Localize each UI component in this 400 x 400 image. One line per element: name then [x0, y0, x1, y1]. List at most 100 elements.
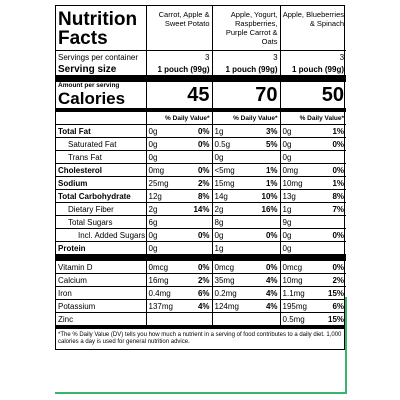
nutrient-dv: 0% — [184, 137, 212, 151]
nutrient-dv: 0% — [184, 254, 212, 274]
label-row: Serving size 1 pouch (99g) 1 pouch (99g) 1 … — [56, 63, 347, 79]
label-row: Sodium 25mg 2% 15mg 1% 10mg 1% — [56, 176, 347, 190]
nutrient-dv: 6% — [184, 286, 212, 300]
label-row: Protein 0g 1g 0g — [56, 241, 347, 258]
nutrient-dv: 0% — [318, 254, 347, 274]
nutrient-dv: 8% — [184, 189, 212, 203]
nutrient-dv: 16% — [252, 202, 281, 216]
nutrient-dv: 2% — [184, 176, 212, 190]
nutrient-amount: 137mg — [145, 299, 184, 313]
nutrient-amount: 2g — [211, 202, 252, 216]
spacer — [56, 108, 146, 125]
nutrient-dv — [318, 241, 347, 258]
nutrient-amount: 0g — [279, 228, 319, 242]
nutrient-label: Incl. Added Sugars — [56, 228, 146, 242]
nutrient-dv: 0% — [184, 228, 212, 242]
nutrient-dv — [252, 312, 281, 327]
nutrient-amount: 0g — [145, 150, 184, 164]
label-row: Zinc 0.5mg 15% — [56, 312, 347, 327]
nutrient-dv — [184, 150, 212, 164]
nutrient-amount: 1g — [279, 202, 319, 216]
nutrient-amount: 8g — [211, 215, 252, 229]
calories-title: Calories — [58, 89, 126, 108]
nutrient-amount: 1g — [211, 124, 252, 138]
nutrient-amount: 14g — [211, 189, 252, 203]
nutrient-amount: 0g — [279, 124, 319, 138]
nutrient-dv: 0% — [252, 254, 281, 274]
nutrient-amount: 10mg — [279, 273, 319, 287]
nutrient-label: Potassium — [56, 299, 146, 313]
nutrient-amount: 1g — [211, 241, 252, 258]
nutrient-amount — [145, 312, 184, 327]
nutrient-dv: 2% — [318, 273, 347, 287]
nutrient-dv: 0% — [184, 163, 212, 177]
nutrient-amount: 2g — [145, 202, 184, 216]
nutrient-dv — [252, 150, 281, 164]
label-row: Total Sugars 6g 8g 9g — [56, 215, 347, 229]
nutrient-amount: 0.4mg — [145, 286, 184, 300]
nutrient-label: Protein — [56, 241, 146, 258]
nutrient-amount: 0g — [279, 150, 319, 164]
nutrient-dv: 0% — [318, 163, 347, 177]
dv-header: % Daily Value* — [211, 108, 281, 125]
nutrient-amount: 1.1mg — [279, 286, 319, 300]
label-row: Calcium 16mg 2% 35mg 4% 10mg 2% — [56, 273, 347, 287]
nutrient-dv: 4% — [252, 273, 281, 287]
product-name: Apple, Blueberries & Spinach — [279, 6, 347, 51]
nutrient-label: Vitamin D — [56, 254, 146, 274]
label-row: Cholesterol 0mg 0% <5mg 1% 0mg 0% — [56, 163, 347, 177]
serving-size-value: 1 pouch (99g) — [279, 63, 347, 79]
row-label: Servings per container — [56, 50, 146, 63]
nutrient-amount: 0mcg — [211, 254, 252, 274]
nutrient-amount: 0mcg — [145, 254, 184, 274]
label-row: Amount per serving Calories 45 70 50 — [56, 75, 347, 110]
dv-header: % Daily Value* — [279, 108, 347, 125]
nutrient-label: Saturated Fat — [56, 137, 146, 151]
frame-edge — [345, 297, 347, 393]
nutrient-dv — [184, 312, 212, 327]
label-row: Total Carbohydrate 12g 8% 14g 10% 13g 8% — [56, 189, 347, 203]
serving-size-value: 1 pouch (99g) — [211, 63, 281, 79]
nutrient-dv: 4% — [184, 299, 212, 313]
servings-value: 3 — [279, 50, 347, 63]
row-label: Serving size — [58, 63, 117, 75]
nutrient-amount: 12g — [145, 189, 184, 203]
nutrient-dv: 0% — [318, 228, 347, 242]
nutrient-label: Total Fat — [56, 124, 146, 138]
nutrient-amount: 0g — [145, 241, 184, 258]
nutrient-amount: 0mg — [145, 163, 184, 177]
label-title: Nutrition Facts — [58, 9, 138, 49]
nutrient-amount: 13g — [279, 189, 319, 203]
label-row: Trans Fat 0g 0g 0g — [56, 150, 347, 164]
product-name: Carrot, Apple & Sweet Potato — [145, 6, 212, 51]
nutrient-dv: 0% — [318, 137, 347, 151]
nutrient-dv: 6% — [318, 299, 347, 313]
nutrient-label: Calcium — [56, 273, 146, 287]
nutrient-label: Total Sugars — [56, 215, 146, 229]
label-row: Servings per container 3 3 3 — [56, 50, 347, 63]
nutrient-label: Sodium — [56, 176, 146, 190]
footnote: *The % Daily Value (DV) tells you how mu… — [56, 325, 347, 349]
nutrient-amount: 10mg — [279, 176, 319, 190]
nutrient-amount: 0g — [211, 150, 252, 164]
nutrient-dv: 10% — [252, 189, 281, 203]
dv-header: % Daily Value* — [145, 108, 212, 125]
nutrient-dv: 14% — [184, 202, 212, 216]
nutrient-dv: 1% — [318, 176, 347, 190]
label-row: Nutrition Facts Carrot, Apple & Sweet Pot… — [56, 6, 347, 51]
nutrient-dv: 4% — [252, 299, 281, 313]
nutrient-dv — [252, 241, 281, 258]
nutrient-label: Zinc — [56, 312, 146, 327]
nutrient-label: Total Carbohydrate — [56, 189, 146, 203]
nutrient-dv — [318, 215, 347, 229]
frame-edge — [55, 392, 347, 394]
nutrient-amount: 0g — [211, 228, 252, 242]
nutrient-amount: 0mcg — [279, 254, 319, 274]
nutrient-dv: 15% — [318, 286, 347, 300]
nutrient-label: Trans Fat — [56, 150, 146, 164]
label-row: *The % Daily Value (DV) tells you how mu… — [56, 325, 347, 349]
nutrient-amount: 0.5g — [211, 137, 252, 151]
nutrient-amount: 0g — [145, 137, 184, 151]
nutrient-amount: 35mg — [211, 273, 252, 287]
